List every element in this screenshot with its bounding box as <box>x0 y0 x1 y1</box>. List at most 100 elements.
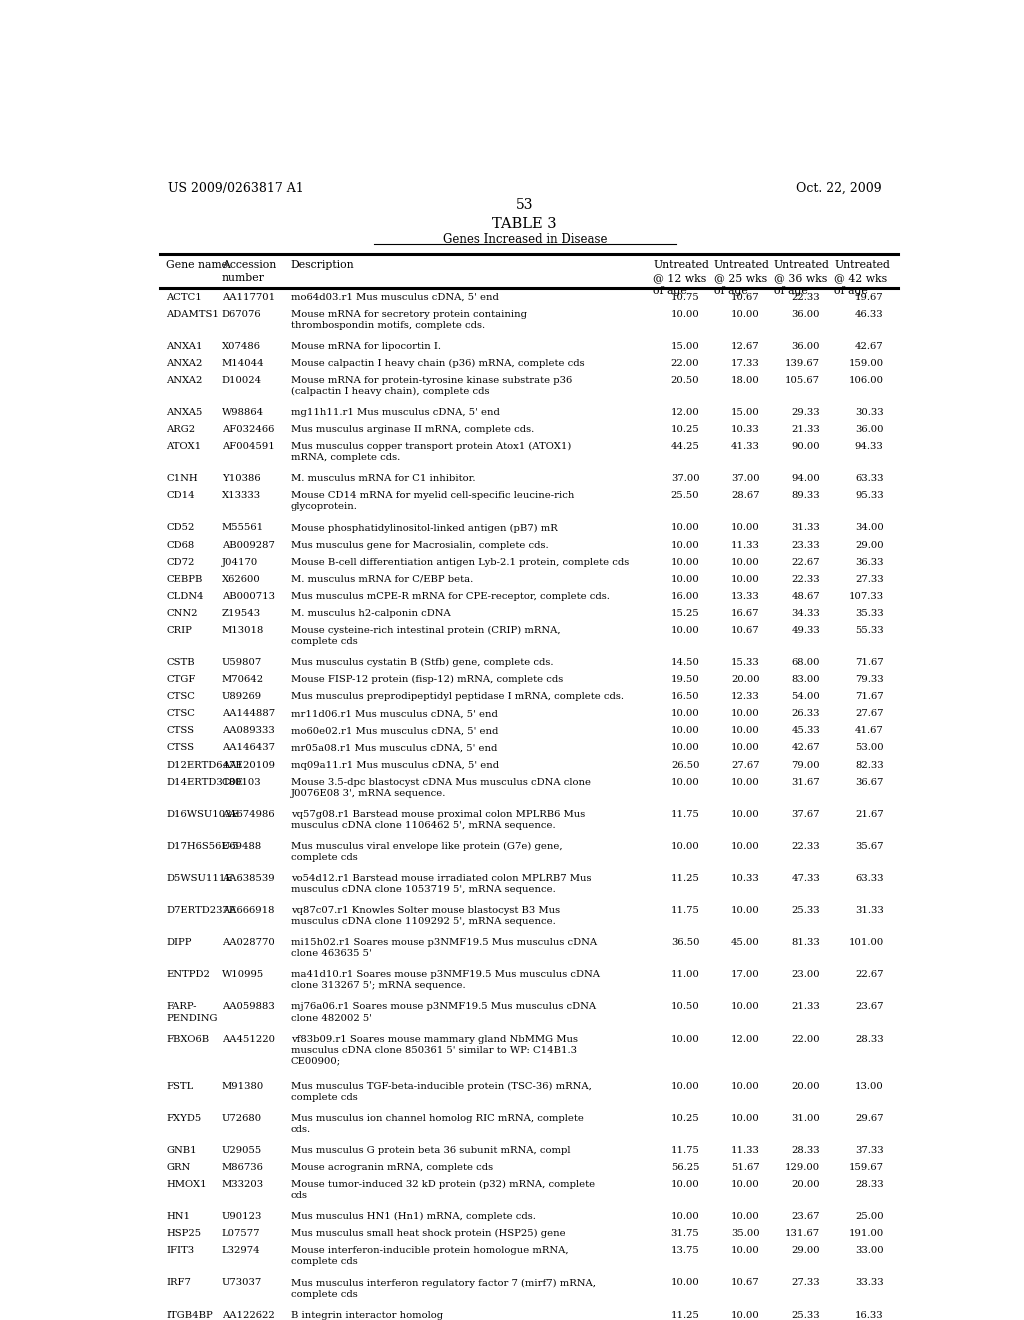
Text: 71.67: 71.67 <box>855 692 884 701</box>
Text: 10.00: 10.00 <box>671 626 699 635</box>
Text: AA028770: AA028770 <box>221 939 274 948</box>
Text: 10.67: 10.67 <box>731 1279 760 1287</box>
Text: M86736: M86736 <box>221 1163 263 1172</box>
Text: D17H6S56E-5: D17H6S56E-5 <box>166 842 239 851</box>
Text: AF032466: AF032466 <box>221 425 274 434</box>
Text: GRN: GRN <box>166 1163 190 1172</box>
Text: 10.00: 10.00 <box>671 1279 699 1287</box>
Text: 81.33: 81.33 <box>792 939 820 948</box>
Text: 36.33: 36.33 <box>855 557 884 566</box>
Text: Mus musculus small heat shock protein (HSP25) gene: Mus musculus small heat shock protein (H… <box>291 1229 565 1238</box>
Text: U29055: U29055 <box>221 1146 262 1155</box>
Text: 12.33: 12.33 <box>731 692 760 701</box>
Text: 18.00: 18.00 <box>731 376 760 385</box>
Text: U73037: U73037 <box>221 1279 262 1287</box>
Text: ANXA1: ANXA1 <box>166 342 203 351</box>
Text: HMOX1: HMOX1 <box>166 1180 207 1189</box>
Text: Mus musculus preprodipeptidyl peptidase I mRNA, complete cds.: Mus musculus preprodipeptidyl peptidase … <box>291 692 624 701</box>
Text: mr05a08.r1 Mus musculus cDNA, 5' end: mr05a08.r1 Mus musculus cDNA, 5' end <box>291 743 497 752</box>
Text: 10.00: 10.00 <box>671 709 699 718</box>
Text: ANXA5: ANXA5 <box>166 408 203 417</box>
Text: 41.33: 41.33 <box>731 442 760 451</box>
Text: mo60e02.r1 Mus musculus cDNA, 5' end: mo60e02.r1 Mus musculus cDNA, 5' end <box>291 726 498 735</box>
Text: 19.67: 19.67 <box>855 293 884 301</box>
Text: Description: Description <box>291 260 354 271</box>
Text: 30.33: 30.33 <box>855 408 884 417</box>
Text: M. musculus h2-calponin cDNA: M. musculus h2-calponin cDNA <box>291 609 451 618</box>
Text: 29.00: 29.00 <box>855 541 884 549</box>
Text: 10.00: 10.00 <box>671 842 699 851</box>
Text: vo54d12.r1 Barstead mouse irradiated colon MPLRB7 Mus
musculus cDNA clone 105371: vo54d12.r1 Barstead mouse irradiated col… <box>291 874 591 894</box>
Text: Mus musculus G protein beta 36 subunit mRNA, compl: Mus musculus G protein beta 36 subunit m… <box>291 1146 570 1155</box>
Text: Untreated
@ 12 wks
of age: Untreated @ 12 wks of age <box>653 260 710 297</box>
Text: X13333: X13333 <box>221 491 261 500</box>
Text: CSTB: CSTB <box>166 659 195 667</box>
Text: 27.33: 27.33 <box>792 1279 820 1287</box>
Text: Mus musculus viral envelope like protein (G7e) gene,
complete cds: Mus musculus viral envelope like protein… <box>291 842 562 862</box>
Text: Accession
number: Accession number <box>221 260 275 284</box>
Text: vf83b09.r1 Soares mouse mammary gland NbMMG Mus
musculus cDNA clone 850361 5' si: vf83b09.r1 Soares mouse mammary gland Nb… <box>291 1035 578 1065</box>
Text: 35.33: 35.33 <box>855 609 884 618</box>
Text: 10.00: 10.00 <box>731 310 760 318</box>
Text: 89.33: 89.33 <box>792 491 820 500</box>
Text: 36.67: 36.67 <box>855 777 884 787</box>
Text: 106.00: 106.00 <box>849 376 884 385</box>
Text: 105.67: 105.67 <box>785 376 820 385</box>
Text: HN1: HN1 <box>166 1212 190 1221</box>
Text: 46.33: 46.33 <box>855 310 884 318</box>
Text: Mus musculus mCPE-R mRNA for CPE-receptor, complete cds.: Mus musculus mCPE-R mRNA for CPE-recepto… <box>291 591 609 601</box>
Text: 63.33: 63.33 <box>855 474 884 483</box>
Text: TABLE 3: TABLE 3 <box>493 218 557 231</box>
Text: Mouse phosphatidylinositol-linked antigen (pB7) mR: Mouse phosphatidylinositol-linked antige… <box>291 524 557 532</box>
Text: D16WSU103E: D16WSU103E <box>166 809 239 818</box>
Text: 36.00: 36.00 <box>792 310 820 318</box>
Text: Mus musculus TGF-beta-inducible protein (TSC-36) mRNA,
complete cds: Mus musculus TGF-beta-inducible protein … <box>291 1081 592 1102</box>
Text: 10.00: 10.00 <box>731 1114 760 1123</box>
Text: M33203: M33203 <box>221 1180 264 1189</box>
Text: D5WSU111E: D5WSU111E <box>166 874 232 883</box>
Text: X07486: X07486 <box>221 342 261 351</box>
Text: D12ERTD647E: D12ERTD647E <box>166 760 243 770</box>
Text: 10.00: 10.00 <box>731 1081 760 1090</box>
Text: 22.33: 22.33 <box>792 293 820 301</box>
Text: GNB1: GNB1 <box>166 1146 197 1155</box>
Text: FXYD5: FXYD5 <box>166 1114 202 1123</box>
Text: 29.33: 29.33 <box>792 408 820 417</box>
Text: 54.00: 54.00 <box>792 692 820 701</box>
Text: 49.33: 49.33 <box>792 626 820 635</box>
Text: X62600: X62600 <box>221 574 260 583</box>
Text: U89269: U89269 <box>221 692 262 701</box>
Text: M. musculus mRNA for C1 inhibitor.: M. musculus mRNA for C1 inhibitor. <box>291 474 475 483</box>
Text: 22.67: 22.67 <box>792 557 820 566</box>
Text: 25.33: 25.33 <box>792 1311 820 1320</box>
Text: Untreated
@ 42 wks
of age: Untreated @ 42 wks of age <box>835 260 890 297</box>
Text: 53.00: 53.00 <box>855 743 884 752</box>
Text: 16.67: 16.67 <box>731 609 760 618</box>
Text: Mouse tumor-induced 32 kD protein (p32) mRNA, complete
cds: Mouse tumor-induced 32 kD protein (p32) … <box>291 1180 595 1200</box>
Text: 79.33: 79.33 <box>855 675 884 684</box>
Text: 10.50: 10.50 <box>671 1002 699 1011</box>
Text: 139.67: 139.67 <box>785 359 820 368</box>
Text: 10.33: 10.33 <box>731 425 760 434</box>
Text: 23.67: 23.67 <box>855 1002 884 1011</box>
Text: 33.00: 33.00 <box>855 1246 884 1255</box>
Text: Genes Increased in Disease: Genes Increased in Disease <box>442 232 607 246</box>
Text: 10.00: 10.00 <box>671 574 699 583</box>
Text: Mus musculus arginase II mRNA, complete cds.: Mus musculus arginase II mRNA, complete … <box>291 425 534 434</box>
Text: 13.75: 13.75 <box>671 1246 699 1255</box>
Text: AA638539: AA638539 <box>221 874 274 883</box>
Text: 25.50: 25.50 <box>671 491 699 500</box>
Text: 15.33: 15.33 <box>731 659 760 667</box>
Text: 20.00: 20.00 <box>731 675 760 684</box>
Text: ARG2: ARG2 <box>166 425 196 434</box>
Text: Mouse acrogranin mRNA, complete cds: Mouse acrogranin mRNA, complete cds <box>291 1163 493 1172</box>
Text: ITGB4BP: ITGB4BP <box>166 1311 213 1320</box>
Text: M. musculus mRNA for C/EBP beta.: M. musculus mRNA for C/EBP beta. <box>291 574 473 583</box>
Text: Mus musculus gene for Macrosialin, complete cds.: Mus musculus gene for Macrosialin, compl… <box>291 541 548 549</box>
Text: 94.33: 94.33 <box>855 442 884 451</box>
Text: mr11d06.r1 Mus musculus cDNA, 5' end: mr11d06.r1 Mus musculus cDNA, 5' end <box>291 709 498 718</box>
Text: IRF7: IRF7 <box>166 1279 190 1287</box>
Text: AF004591: AF004591 <box>221 442 274 451</box>
Text: 23.67: 23.67 <box>792 1212 820 1221</box>
Text: W10995: W10995 <box>221 970 264 979</box>
